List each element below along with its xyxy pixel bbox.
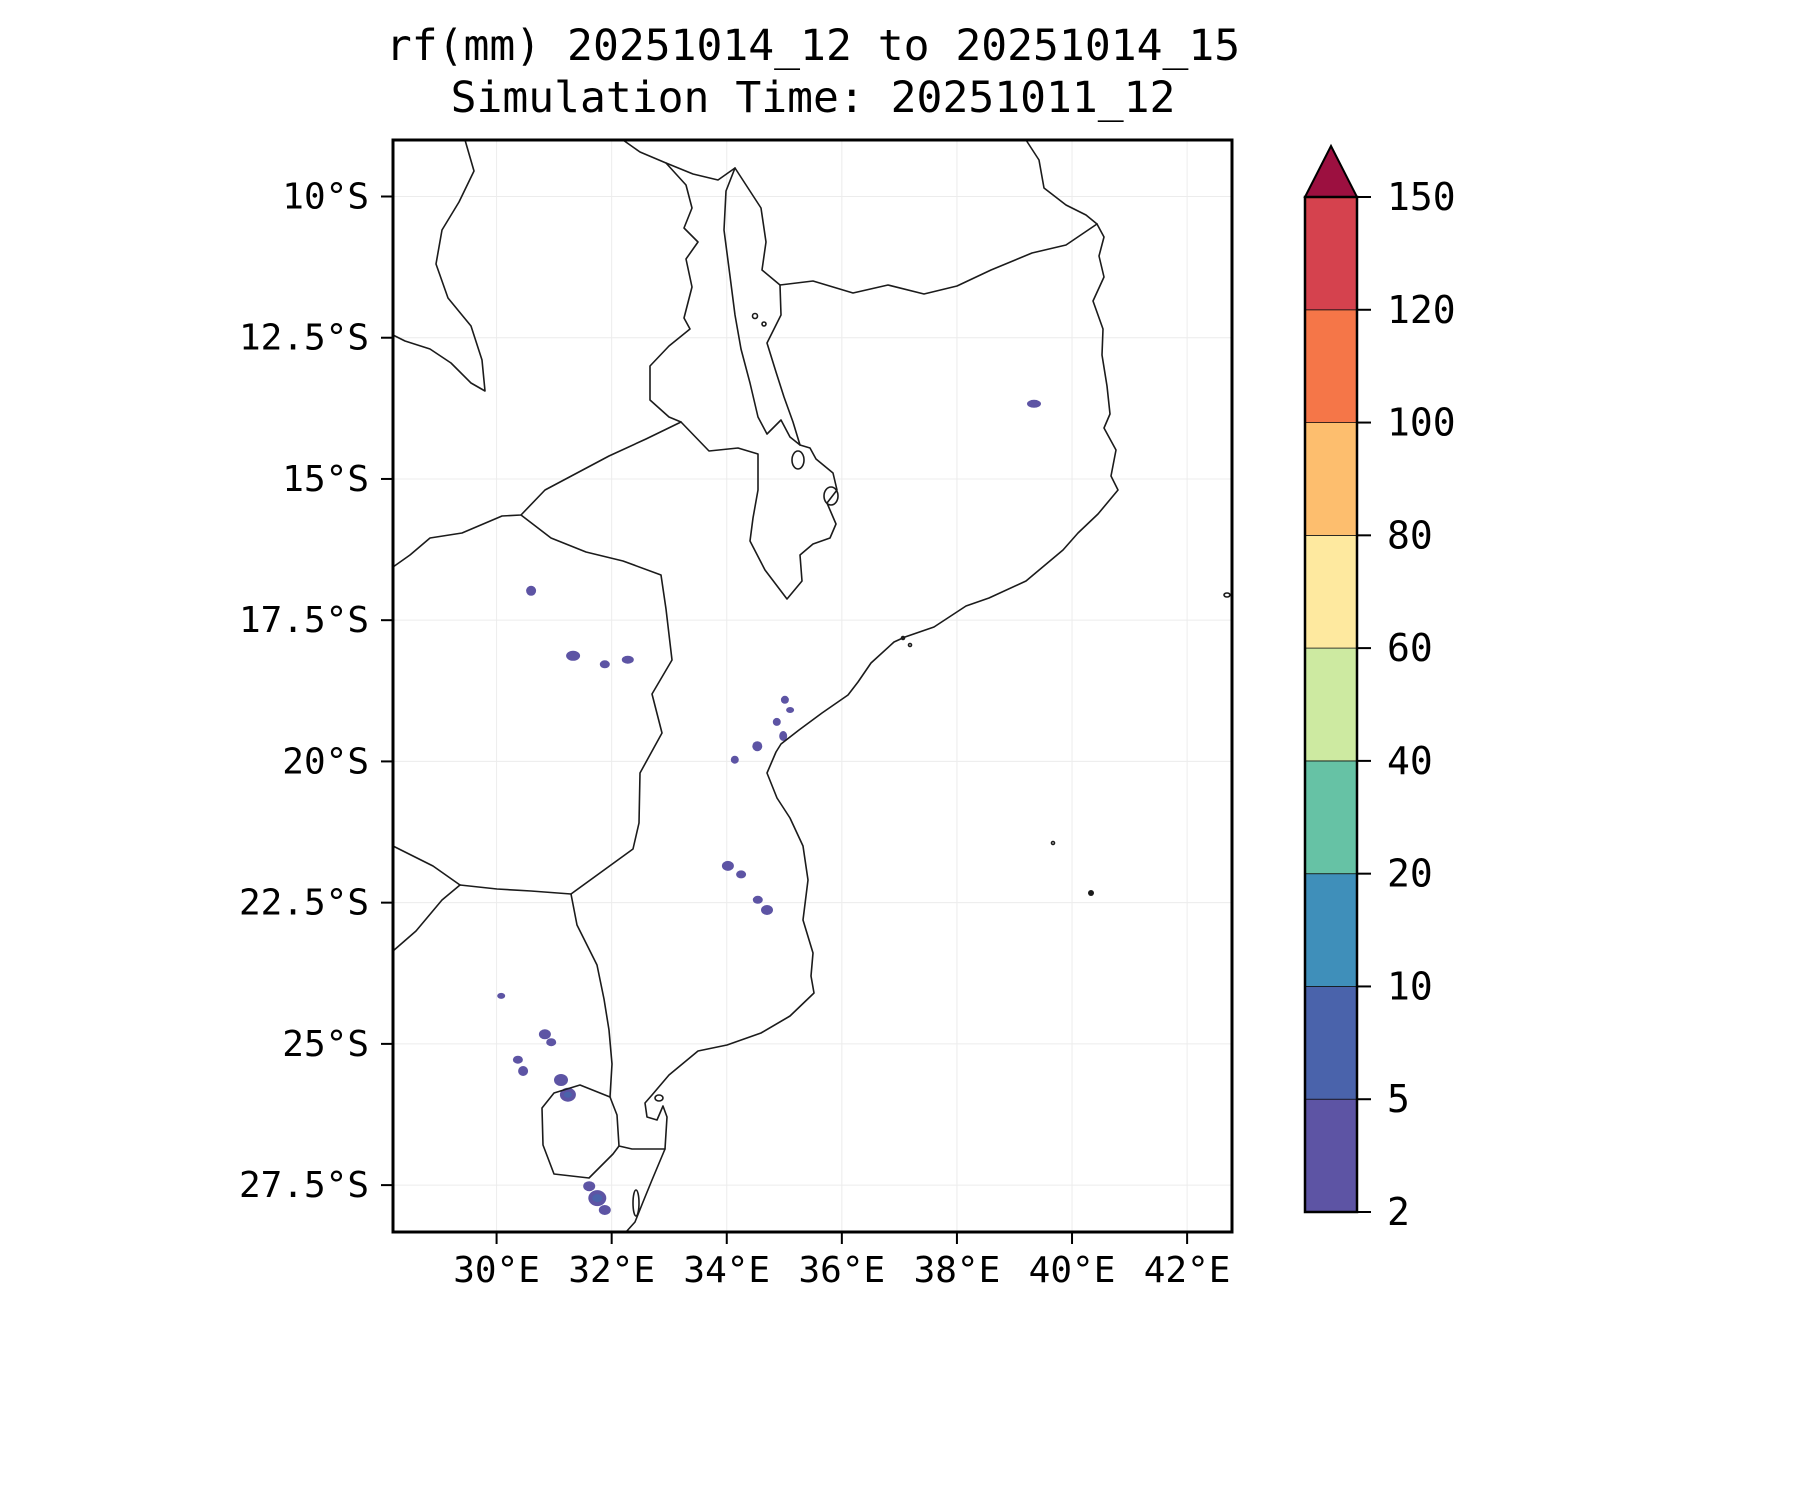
colorbar-scale: 2 5 10 20 40 60 80 100 120 150 [1303, 143, 1456, 1234]
plot-border [391, 138, 1234, 1234]
rain-cell [554, 1074, 568, 1086]
rain-cell [518, 1066, 529, 1076]
colorbar-tick-label: 20 [1387, 852, 1433, 896]
colorbar-tick-label: 120 [1387, 288, 1456, 332]
x-tick-label: 40°E [1029, 1250, 1116, 1291]
y-tick-label: 15°S [282, 459, 369, 500]
colorbar-tick-label: 10 [1387, 964, 1433, 1008]
likoma-island [751, 312, 759, 320]
x-tick-label: 32°E [568, 1250, 655, 1291]
colorbar-tick-label: 5 [1387, 1077, 1410, 1121]
country-border-malawi-south [680, 421, 838, 600]
colorbar-segment [1304, 1098, 1358, 1213]
country-border-zambia [392, 162, 699, 568]
rain-cell [621, 655, 634, 664]
grid-layer [393, 140, 1232, 1232]
colorbar-tick-label: 150 [1387, 175, 1456, 219]
y-tick-label: 22.5°S [239, 883, 369, 924]
primeiras-island-2 [907, 642, 913, 648]
rain-cell [538, 1029, 551, 1040]
coastlines-and-borders-layer [392, 139, 1231, 1233]
y-tick-label: 10°S [282, 176, 369, 217]
rain-cell [598, 1205, 611, 1215]
chizumulu-island [761, 321, 767, 327]
rain-cell [730, 755, 739, 764]
colorbar-segment [1304, 873, 1358, 987]
rain-cell [546, 1038, 557, 1047]
rain-cell [786, 707, 795, 713]
colorbar-segment [1304, 422, 1358, 536]
colorbar-tick-label: 80 [1387, 513, 1433, 557]
country-border-ruvuma [779, 223, 1098, 295]
x-tick-label: 30°E [453, 1250, 540, 1291]
lake-stlucia [632, 1189, 640, 1217]
rain-cell [772, 717, 781, 726]
lake-chilwa [823, 486, 839, 506]
colorbar-segment [1304, 760, 1358, 875]
country-border-southafrica-mozambique [570, 893, 666, 1150]
y-tick-label: 20°S [282, 741, 369, 782]
country-border-eswatini [541, 1084, 620, 1179]
rain-cell [526, 585, 537, 596]
rain-cell [752, 895, 763, 904]
juan-de-nova-island [1223, 592, 1231, 598]
colorbar-segment [1304, 534, 1358, 649]
x-tick-label: 36°E [798, 1250, 885, 1291]
y-tick-label: 25°S [282, 1024, 369, 1065]
map-plot-area: 30°E 32°E 34°E 36°E 38°E 40°E 42°E 10°S 12.5°S 15… [239, 138, 1234, 1291]
rain-cell [752, 741, 763, 752]
country-border-zimbabwe [459, 514, 673, 895]
y-tick-label: 27.5°S [239, 1165, 369, 1206]
colorbar-segment [1304, 309, 1358, 424]
primeiras-island-1 [900, 635, 906, 641]
rain-cell [497, 992, 506, 999]
x-tick-label: 42°E [1144, 1250, 1231, 1291]
colorbar-tick-label: 2 [1387, 1190, 1410, 1234]
rain-cell [566, 650, 581, 661]
plot-title: rf(mm) 20251014_12 to 20251014_15 [385, 21, 1241, 71]
rain-cell [780, 695, 789, 704]
colorbar: 2 5 10 20 40 60 80 100 120 150 [1303, 143, 1456, 1234]
rain-cell [583, 1181, 596, 1192]
colorbar-tick-label: 60 [1387, 626, 1433, 670]
rain-cell [761, 905, 773, 915]
colorbar-over-arrow [1303, 143, 1359, 198]
europa-island [1088, 890, 1094, 896]
coastline [625, 139, 1119, 1233]
rain-cell [512, 1055, 523, 1064]
rain-cell [592, 1194, 603, 1203]
rain-cell [599, 660, 610, 669]
rainfall-cells-layer [497, 399, 1041, 1215]
colorbar-tick-label: 40 [1387, 739, 1433, 783]
rain-cell [721, 860, 734, 871]
colorbar-segment [1304, 647, 1358, 762]
country-border-drc-zambia [392, 139, 486, 392]
colorbar-segment [1304, 986, 1358, 1100]
bassas-da-india-island [1050, 840, 1056, 846]
country-border-botswana-zimbabwe [392, 845, 461, 886]
y-tick-label: 12.5°S [239, 318, 369, 359]
inhaca-island [654, 1094, 664, 1102]
colorbar-outline [1303, 195, 1359, 1214]
lake-malombe [791, 450, 805, 470]
country-border-tanzania-zambia [622, 139, 736, 181]
rain-cell [563, 1091, 572, 1098]
plot-subtitle: Simulation Time: 20251011_12 [450, 73, 1176, 123]
x-tick-label: 34°E [683, 1250, 770, 1291]
colorbar-tick-label: 100 [1387, 401, 1456, 445]
y-tick-label: 17.5°S [239, 600, 369, 641]
rain-cell [1027, 399, 1041, 408]
colorbar-segment [1304, 196, 1358, 311]
rain-cell [736, 870, 747, 879]
lake-malawi [723, 167, 801, 446]
axes-layer: 30°E 32°E 34°E 36°E 38°E 40°E 42°E 10°S 12.5°S 15… [239, 176, 1231, 1291]
x-tick-label: 38°E [914, 1250, 1001, 1291]
country-border-botswana-southafrica [392, 884, 461, 952]
rain-cell [779, 731, 788, 741]
